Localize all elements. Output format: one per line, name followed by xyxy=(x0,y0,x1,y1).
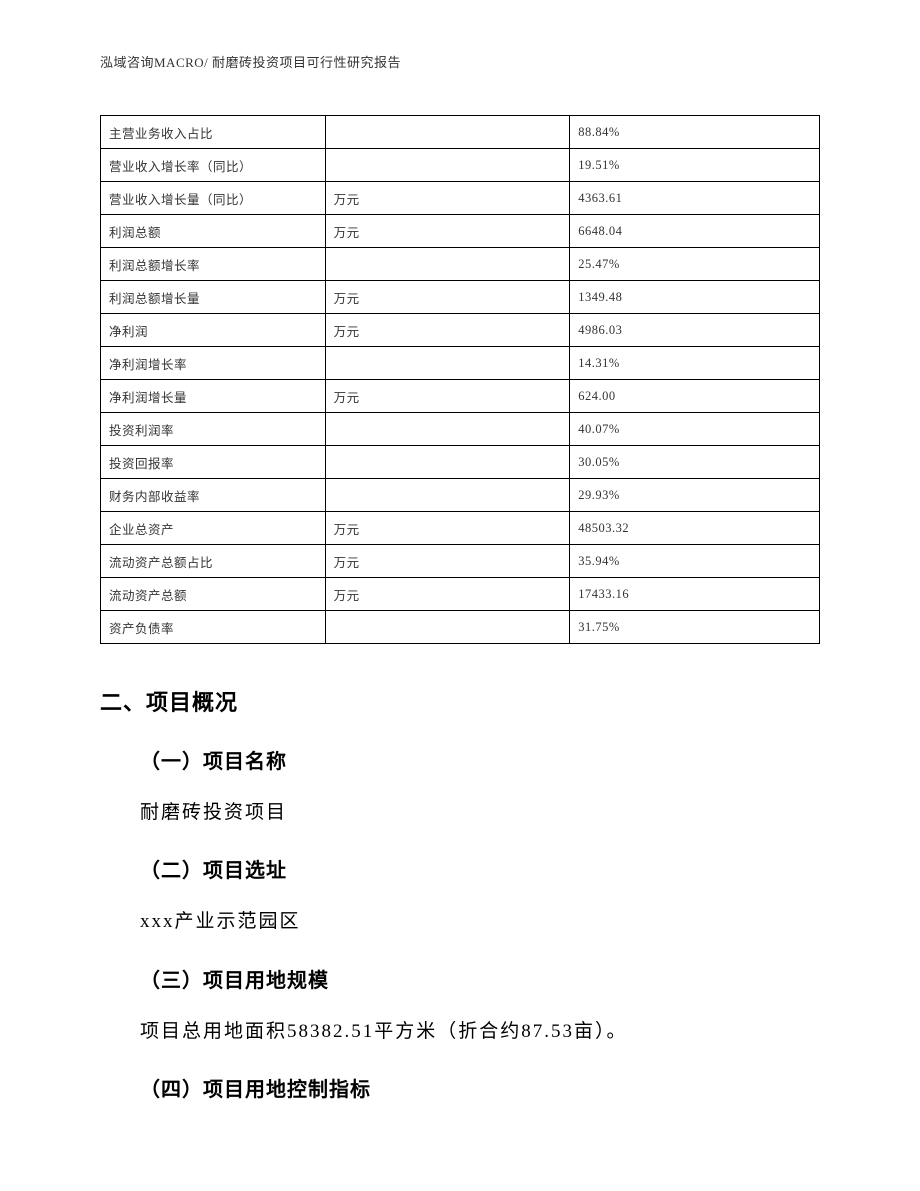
row-value: 25.47% xyxy=(570,248,820,281)
row-value: 1349.48 xyxy=(570,281,820,314)
row-label: 流动资产总额占比 xyxy=(101,545,326,578)
row-unit: 万元 xyxy=(325,314,570,347)
row-value: 88.84% xyxy=(570,116,820,149)
body-text-3: 项目总用地面积58382.51平方米（折合约87.53亩）。 xyxy=(140,1017,820,1047)
row-unit xyxy=(325,413,570,446)
row-label: 资产负债率 xyxy=(101,611,326,644)
row-value: 31.75% xyxy=(570,611,820,644)
row-unit xyxy=(325,446,570,479)
table-row: 净利润增长率 14.31% xyxy=(101,347,820,380)
table-row: 利润总额 万元 6648.04 xyxy=(101,215,820,248)
header-text: 泓域咨询MACRO/ 耐磨砖投资项目可行性研究报告 xyxy=(100,55,401,70)
row-label: 净利润增长率 xyxy=(101,347,326,380)
row-label: 利润总额增长量 xyxy=(101,281,326,314)
row-value: 19.51% xyxy=(570,149,820,182)
table-row: 投资利润率 40.07% xyxy=(101,413,820,446)
table-row: 利润总额增长率 25.47% xyxy=(101,248,820,281)
row-value: 4363.61 xyxy=(570,182,820,215)
sub-heading-3: （三）项目用地规模 xyxy=(140,964,820,993)
table-row: 流动资产总额 万元 17433.16 xyxy=(101,578,820,611)
row-unit xyxy=(325,479,570,512)
body-text-2: xxx产业示范园区 xyxy=(140,907,820,937)
table-row: 财务内部收益率 29.93% xyxy=(101,479,820,512)
row-label: 主营业务收入占比 xyxy=(101,116,326,149)
row-value: 624.00 xyxy=(570,380,820,413)
row-unit: 万元 xyxy=(325,512,570,545)
row-value: 4986.03 xyxy=(570,314,820,347)
table-row: 流动资产总额占比 万元 35.94% xyxy=(101,545,820,578)
row-label: 利润总额增长率 xyxy=(101,248,326,281)
row-label: 流动资产总额 xyxy=(101,578,326,611)
table-row: 营业收入增长率（同比） 19.51% xyxy=(101,149,820,182)
row-label: 利润总额 xyxy=(101,215,326,248)
body-text-1: 耐磨砖投资项目 xyxy=(140,798,820,828)
row-label: 营业收入增长量（同比） xyxy=(101,182,326,215)
row-value: 35.94% xyxy=(570,545,820,578)
sub-heading-1: （一）项目名称 xyxy=(140,745,820,774)
row-unit xyxy=(325,116,570,149)
table-row: 利润总额增长量 万元 1349.48 xyxy=(101,281,820,314)
table-row: 主营业务收入占比 88.84% xyxy=(101,116,820,149)
table-row: 净利润增长量 万元 624.00 xyxy=(101,380,820,413)
row-value: 14.31% xyxy=(570,347,820,380)
row-value: 6648.04 xyxy=(570,215,820,248)
row-unit: 万元 xyxy=(325,380,570,413)
section-title: 二、项目概况 xyxy=(100,685,820,717)
row-value: 17433.16 xyxy=(570,578,820,611)
table-row: 营业收入增长量（同比） 万元 4363.61 xyxy=(101,182,820,215)
table-row: 净利润 万元 4986.03 xyxy=(101,314,820,347)
row-unit xyxy=(325,347,570,380)
table-body: 主营业务收入占比 88.84% 营业收入增长率（同比） 19.51% 营业收入增… xyxy=(101,116,820,644)
document-header: 泓域咨询MACRO/ 耐磨砖投资项目可行性研究报告 xyxy=(100,52,401,71)
row-unit: 万元 xyxy=(325,578,570,611)
row-label: 净利润 xyxy=(101,314,326,347)
row-unit: 万元 xyxy=(325,215,570,248)
row-value: 30.05% xyxy=(570,446,820,479)
financial-table: 主营业务收入占比 88.84% 营业收入增长率（同比） 19.51% 营业收入增… xyxy=(100,115,820,644)
row-unit xyxy=(325,149,570,182)
row-unit xyxy=(325,611,570,644)
sub-heading-2: （二）项目选址 xyxy=(140,854,820,883)
row-unit xyxy=(325,248,570,281)
row-value: 48503.32 xyxy=(570,512,820,545)
row-value: 40.07% xyxy=(570,413,820,446)
table-row: 企业总资产 万元 48503.32 xyxy=(101,512,820,545)
row-label: 投资利润率 xyxy=(101,413,326,446)
sub-heading-4: （四）项目用地控制指标 xyxy=(140,1073,820,1102)
row-unit: 万元 xyxy=(325,182,570,215)
row-label: 财务内部收益率 xyxy=(101,479,326,512)
row-value: 29.93% xyxy=(570,479,820,512)
content-section: 二、项目概况 （一）项目名称 耐磨砖投资项目 （二）项目选址 xxx产业示范园区… xyxy=(100,685,820,1126)
row-label: 营业收入增长率（同比） xyxy=(101,149,326,182)
table-row: 投资回报率 30.05% xyxy=(101,446,820,479)
row-label: 企业总资产 xyxy=(101,512,326,545)
row-label: 投资回报率 xyxy=(101,446,326,479)
row-unit: 万元 xyxy=(325,545,570,578)
table-row: 资产负债率 31.75% xyxy=(101,611,820,644)
financial-table-container: 主营业务收入占比 88.84% 营业收入增长率（同比） 19.51% 营业收入增… xyxy=(100,115,820,644)
row-label: 净利润增长量 xyxy=(101,380,326,413)
row-unit: 万元 xyxy=(325,281,570,314)
